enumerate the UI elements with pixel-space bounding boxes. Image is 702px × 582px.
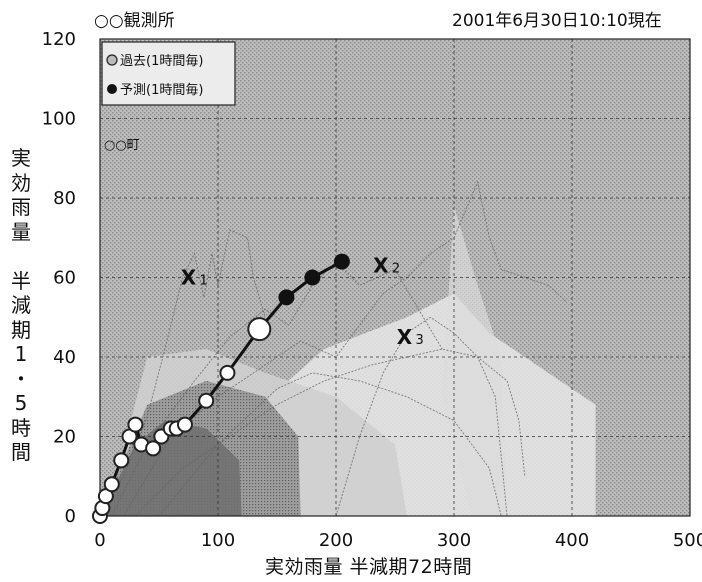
predicted-point bbox=[278, 289, 295, 306]
y-axis-label-char: 5 bbox=[14, 391, 28, 415]
legend-filled-circle-icon bbox=[107, 84, 117, 94]
x-tick-label: 500 bbox=[673, 530, 702, 551]
y-axis-label-char: 1 bbox=[14, 342, 28, 366]
past-point bbox=[113, 452, 130, 469]
storm-track bbox=[335, 316, 508, 517]
current-point bbox=[247, 317, 272, 342]
y-axis-label-char: 量 bbox=[11, 219, 31, 244]
legend-box bbox=[101, 41, 236, 106]
storm-track bbox=[99, 229, 266, 517]
x-tick-label: 0 bbox=[94, 530, 105, 551]
predicted-point bbox=[304, 269, 321, 286]
past-point bbox=[219, 364, 236, 381]
past-point bbox=[145, 440, 162, 457]
legend-label-past: 過去(1時間毎) bbox=[120, 53, 203, 69]
y-axis-label-char: 間 bbox=[11, 440, 31, 464]
x-marker: X bbox=[397, 325, 413, 349]
y-tick-label: 40 bbox=[53, 347, 76, 368]
y-axis-label-char: 効 bbox=[11, 170, 31, 195]
x-axis-label: 実効雨量 半減期72時間 bbox=[265, 556, 473, 578]
storm-track bbox=[158, 372, 502, 517]
x-tick-label: 300 bbox=[437, 530, 471, 551]
y-axis-label-char: ・ bbox=[11, 366, 31, 391]
past-point bbox=[198, 392, 215, 409]
x-marker: X bbox=[373, 254, 389, 278]
x-marker: X bbox=[181, 266, 197, 290]
x-tick-label: 400 bbox=[555, 530, 589, 551]
town-label: ○○町 bbox=[104, 138, 140, 153]
y-tick-label: 20 bbox=[53, 427, 76, 448]
past-point bbox=[176, 416, 193, 433]
y-tick-label: 120 bbox=[42, 29, 76, 50]
legend-open-circle-icon bbox=[106, 54, 118, 66]
zone-spike bbox=[442, 205, 508, 516]
storm-track bbox=[135, 348, 526, 517]
y-tick-label: 0 bbox=[65, 506, 76, 527]
x-tick-label: 100 bbox=[201, 530, 235, 551]
x-marker-index: 3 bbox=[415, 333, 423, 348]
y-axis-label-char: 実 bbox=[11, 146, 31, 170]
x-tick-label: 200 bbox=[319, 530, 353, 551]
y-axis-label-char: 期 bbox=[11, 317, 31, 342]
timestamp-label: 2001年6月30日10:10現在 bbox=[452, 11, 662, 31]
y-tick-label: 60 bbox=[53, 268, 76, 289]
legend-label-pred: 予測(1時間毎) bbox=[120, 82, 203, 98]
y-axis-label-char: 減 bbox=[11, 293, 31, 317]
storm-track bbox=[111, 260, 443, 517]
past-point bbox=[103, 476, 120, 493]
predicted-point bbox=[333, 253, 350, 270]
y-tick-label: 80 bbox=[53, 188, 76, 209]
y-tick-label: 100 bbox=[42, 109, 76, 130]
y-axis-label-char: 時 bbox=[11, 415, 31, 440]
x-marker-index: 1 bbox=[200, 274, 208, 289]
station-title: ○○観測所 bbox=[94, 11, 175, 31]
y-axis-label-char: 半 bbox=[11, 268, 31, 293]
x-marker-index: 2 bbox=[392, 262, 400, 277]
plot-frame bbox=[99, 38, 691, 517]
past-point bbox=[127, 416, 144, 433]
y-axis-label-char: 雨 bbox=[11, 195, 31, 219]
